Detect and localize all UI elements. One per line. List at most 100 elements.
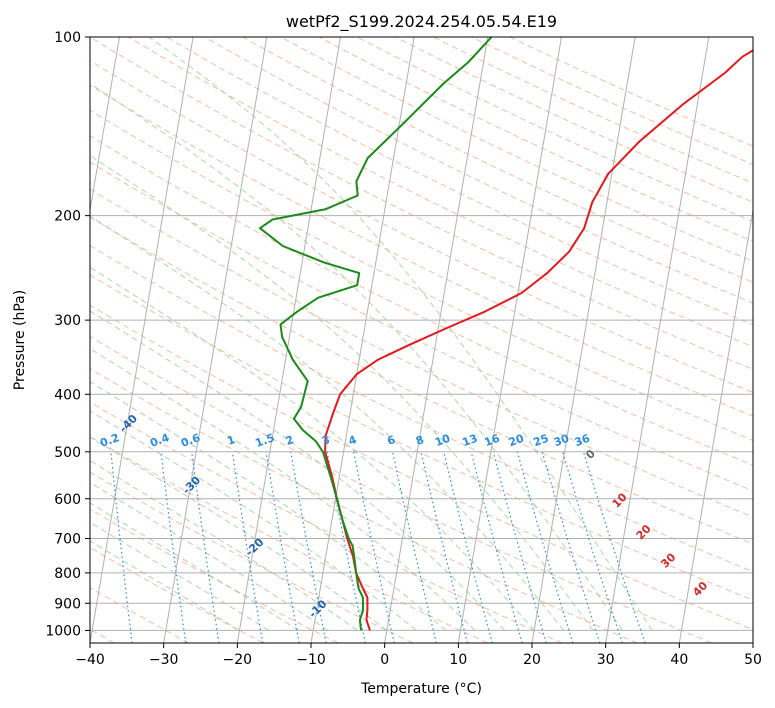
mixing-ratio-label: 13 [461,432,480,449]
sounding-profiles [259,37,753,631]
chart-title: wetPf2_S199.2024.254.05.54.E19 [286,12,557,32]
dry-adiabat-line [242,37,753,283]
isotherm-line [678,207,753,643]
mixing-ratio-label: 1 [225,433,237,448]
mixing-ratio-line [443,451,493,643]
dry-adiabat-line [395,37,753,203]
moist-adiabat-line [90,155,594,631]
x-tick-label: −10 [296,652,326,668]
mixing-ratio-label: 0.4 [148,431,171,450]
dry-adiabat-line [128,37,753,348]
isotherm-line [384,37,489,643]
y-tick-label: 200 [54,209,81,225]
y-tick-label: 300 [54,313,81,329]
x-tick-label: 30 [597,652,615,668]
isotherm-line [90,37,194,643]
x-tick-label: −20 [223,652,253,668]
mixing-ratio-line [516,451,574,643]
mixing-ratio-line [353,451,395,643]
mixing-ratio-label: 2 [284,433,296,448]
dry-adiabat-line [90,60,753,394]
moist-adiabat-line [90,460,358,631]
mixing-ratio-line [290,451,327,643]
y-axis: 1000 900 800 700 600 500 400 300 200 100 [45,30,90,639]
dry-adiabat-line [280,37,753,263]
dry-adiabat-line [90,188,753,518]
dry-adiabat-line [90,244,753,573]
mixing-ratio-label: 0.2 [98,431,121,450]
y-tick-label: 900 [54,596,81,612]
mixing-ratio-line [231,451,264,643]
mixing-ratio-label: 10 [433,432,452,450]
mixing-ratio-label: 8 [414,433,426,448]
mixing-ratio-line [326,451,366,643]
mixing-ratio-label: 25 [532,432,551,449]
dry-adiabat-line [90,471,414,643]
mixing-ratio-label: 16 [483,432,502,450]
dry-adiabat-line [357,37,753,223]
dry-adiabat-line [90,135,753,466]
moist-adiabat-line [90,348,476,631]
dry-adiabat-line [509,37,753,147]
isotherm-line [605,37,710,643]
moist-adiabat-line [90,540,240,631]
background-grid [90,37,753,643]
mixing-ratio-label: 20 [507,432,526,450]
mixing-ratio-line [191,451,220,643]
isotherm-line [531,37,636,643]
mixing-ratio-line [420,451,469,643]
y-axis-label: Pressure (hPa) [12,290,28,390]
x-tick-label: −40 [75,652,105,668]
dry-adiabat-line [90,435,488,643]
y-tick-label: 100 [54,30,81,46]
dry-adiabat-line [90,109,753,441]
isotherm-line [90,37,120,214]
y-tick-label: 700 [54,532,81,548]
dry-adiabat-line [90,368,638,643]
x-tick-label: 50 [744,652,762,668]
isotherm-line [310,37,415,643]
x-tick-label: 40 [670,652,688,668]
moist-adiabat-line [90,82,623,631]
x-axis: −40 −30 −20 −10 0 10 20 30 40 50 [75,643,762,668]
dry-adiabat-line [318,37,753,242]
moist-adiabat-line [90,215,564,631]
isotherm-line [163,37,268,643]
mixing-ratio-label: 3 [320,433,332,448]
x-axis-label: Temperature (°C) [360,681,482,697]
mixing-ratio-label: 36 [573,432,592,450]
dry-adiabat-line [90,335,712,643]
dry-adiabat-line [90,216,753,545]
isotherm-line [236,37,341,643]
mixing-ratio-line [265,451,300,643]
y-tick-label: 500 [54,445,81,461]
mixing-ratio-label: 6 [386,433,398,448]
mixing-ratio-line [492,451,547,643]
dry-adiabat-line [90,37,753,370]
moist-adiabat-line [148,37,653,631]
mixing-ratio-line [160,451,187,643]
mixing-ratio-line [541,451,601,643]
moist-adiabat-line [90,266,535,631]
dry-adiabat-line [90,161,753,492]
plot-frame [89,36,754,644]
y-tick-label: 400 [54,387,81,403]
y-tick-label: 800 [54,566,81,582]
moist-adiabat-line [90,521,270,631]
mixing-ratio-label: 30 [552,432,571,450]
y-tick-label: 1000 [45,623,81,639]
mixing-ratio-label: 4 [347,433,359,448]
moist-adiabat-line [90,436,388,631]
mixing-ratio-label: 1.5 [254,431,277,450]
dry-adiabat-line [166,37,753,326]
mixing-ratio-line [470,451,523,643]
isotherm-line [457,37,562,643]
x-tick-label: 10 [449,652,467,668]
dewpoint-profile-line [259,37,493,631]
x-tick-label: −30 [149,652,179,668]
y-tick-label: 600 [54,492,81,508]
mixing-ratio-label: 0.6 [179,431,202,450]
moist-adiabat-line [90,381,447,631]
